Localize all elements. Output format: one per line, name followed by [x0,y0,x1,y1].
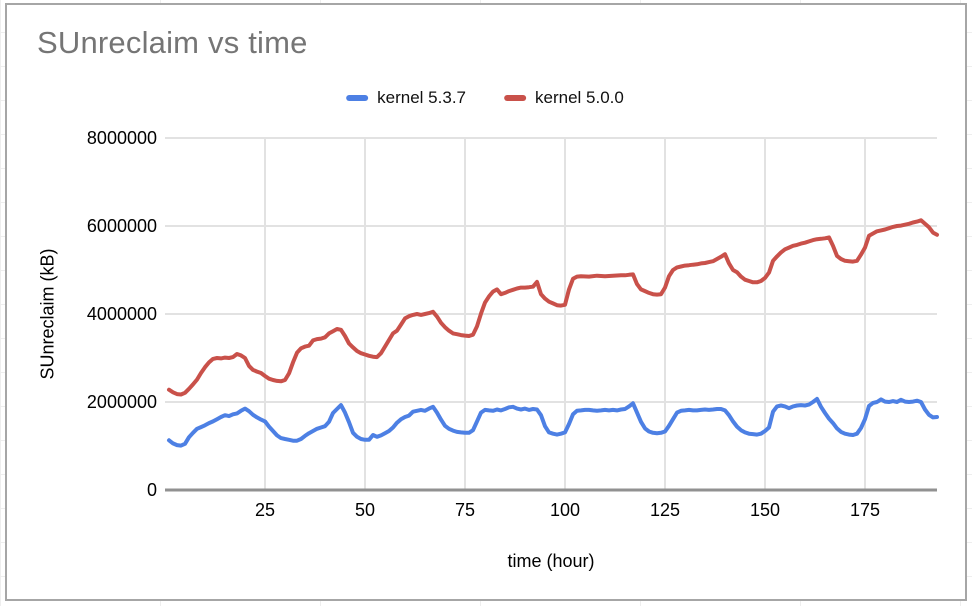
chart-title: SUnreclaim vs time [37,25,308,60]
series-line-kernel-5-3-7[interactable] [167,396,939,448]
x-tick-label: 25 [254,500,276,520]
x-tick-label: 75 [454,500,476,520]
legend-item-kernel-500[interactable]: kernel 5.0.0 [504,88,624,108]
series-line-kernel-5-0-0[interactable] [167,218,939,397]
y-tick-label: 4000000 [86,304,157,324]
legend-item-kernel-537[interactable]: kernel 5.3.7 [346,88,466,108]
x-tick-label: 150 [749,500,781,520]
x-tick-label: 125 [649,500,681,520]
x-tick-label: 100 [549,500,581,520]
legend-label: kernel 5.0.0 [535,88,624,107]
x-axis-title: time (hour) [507,551,595,571]
legend-label: kernel 5.3.7 [377,88,466,107]
y-tick-label: 0 [146,480,157,500]
legend-swatch-red [504,95,526,101]
x-tick-label: 175 [849,500,881,520]
legend: kernel 5.3.7 kernel 5.0.0 [346,88,624,108]
x-tick-label: 50 [354,500,376,520]
legend-swatch-blue [346,95,369,101]
y-tick-label: 2000000 [86,392,157,412]
y-tick-label: 6000000 [86,216,157,236]
y-tick-label: 8000000 [86,128,157,148]
